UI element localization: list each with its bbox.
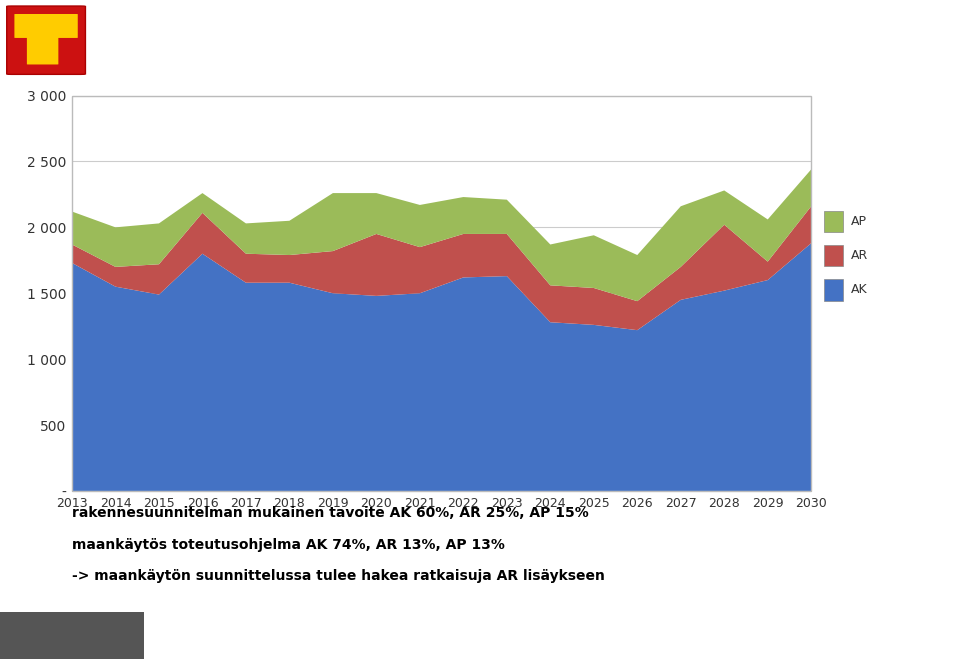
Text: maankäytös toteutusohjelma AK 74%, AR 13%, AP 13%: maankäytös toteutusohjelma AK 74%, AR 13… (72, 538, 505, 552)
FancyBboxPatch shape (14, 14, 78, 38)
Text: AR: AR (851, 249, 868, 262)
FancyBboxPatch shape (7, 6, 85, 74)
Text: asuntotuotanto talotyypeittäin: asuntotuotanto talotyypeittäin (94, 27, 557, 53)
Text: AK: AK (851, 283, 867, 297)
Text: rakennesuunnitelman mukainen tavoite AK 60%, AR 25%, AP 15%: rakennesuunnitelman mukainen tavoite AK … (72, 506, 588, 520)
Text: INVESTOINTIEN PITKÄN TÄHTÄIMEN SUUNNITELMA: INVESTOINTIEN PITKÄN TÄHTÄIMEN SUUNNITEL… (330, 629, 630, 639)
Bar (0, 612, 144, 659)
Text: AP: AP (851, 215, 867, 228)
Text: 6: 6 (924, 625, 936, 643)
Text: -> maankäytön suunnittelussa tulee hakea ratkaisuja AR lisäykseen: -> maankäytön suunnittelussa tulee hakea… (72, 569, 605, 583)
FancyBboxPatch shape (27, 27, 59, 65)
